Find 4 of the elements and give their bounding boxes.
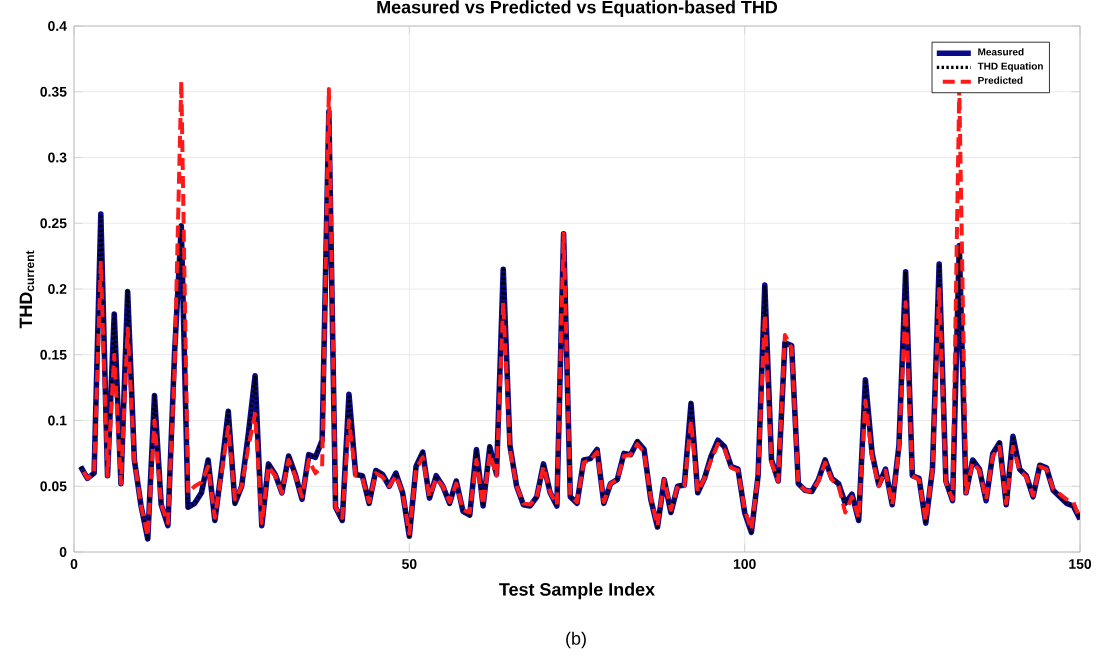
y-axis-title: THD$_{current}$ (19, 250, 35, 329)
chart-title: Measured vs Predicted vs Equation-based THD (377, 0, 778, 17)
text: (b) (566, 631, 586, 649)
x-axis-title: Test Sample Index (499, 582, 655, 600)
